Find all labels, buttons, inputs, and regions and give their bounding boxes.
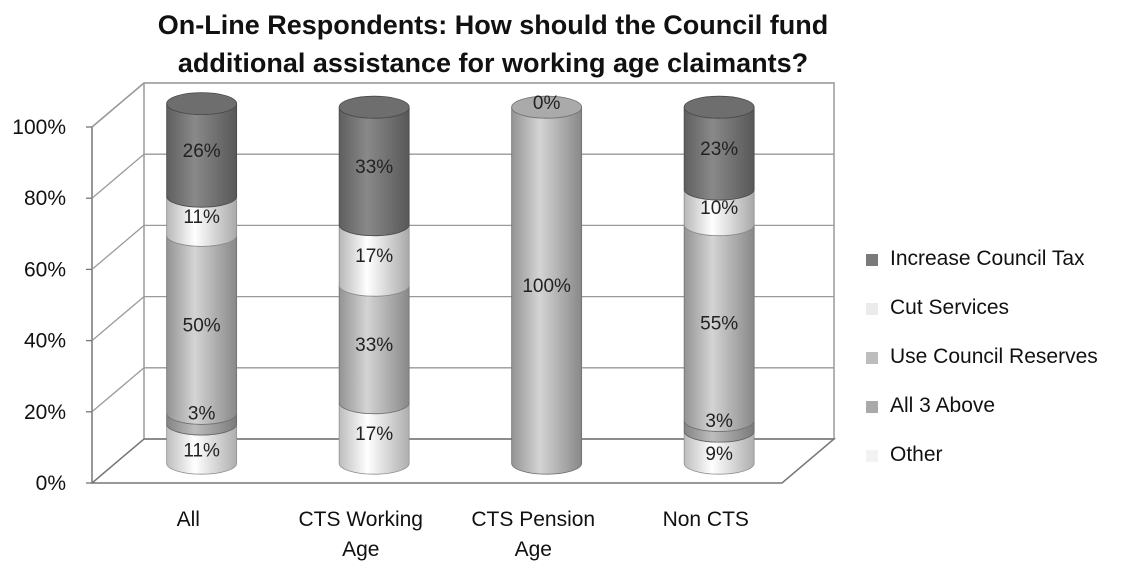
- legend-item: Increase Council Tax: [866, 247, 1085, 270]
- gridline-side: [91, 296, 145, 342]
- data-label: 50%: [183, 315, 221, 336]
- legend-swatch: [866, 450, 878, 462]
- legend-label: Use Council Reserves: [890, 345, 1098, 368]
- legend-swatch: [866, 352, 878, 364]
- legend-item: Other: [866, 443, 943, 466]
- data-label: 10%: [700, 198, 738, 219]
- y-tick-label: 0%: [36, 472, 66, 495]
- legend-label: All 3 Above: [890, 394, 995, 417]
- legend: Increase Council Tax Cut Services Use Coun…: [866, 247, 1098, 466]
- x-category-label: CTS Pension: [471, 508, 595, 531]
- data-label: 11%: [183, 441, 220, 462]
- data-label: 26%: [183, 141, 221, 162]
- legend-item: All 3 Above: [866, 394, 995, 417]
- data-label: 3%: [705, 411, 733, 432]
- legend-item: Use Council Reserves: [866, 345, 1098, 368]
- bar-top: [683, 95, 755, 119]
- data-label: 17%: [355, 424, 393, 445]
- bar-stack: [511, 95, 583, 475]
- data-label: 0%: [533, 93, 561, 114]
- data-label: 3%: [188, 404, 216, 425]
- y-axis-ticks: 0% 20% 40% 60% 80% 100%: [12, 116, 92, 495]
- floor: [89, 438, 837, 484]
- bar-top: [166, 92, 238, 116]
- x-category-label: Age: [515, 538, 552, 561]
- data-label: 55%: [700, 314, 738, 335]
- bar-stack: [338, 95, 410, 475]
- data-label: 17%: [355, 246, 393, 267]
- data-label: 33%: [355, 157, 393, 178]
- bar-stack: [166, 92, 238, 475]
- legend-swatch: [866, 303, 878, 315]
- bar-top: [511, 95, 583, 119]
- chart-title: On-Line Respondents: How should the Coun…: [158, 10, 828, 78]
- gridline-side: [91, 153, 145, 199]
- data-labels: 11% 3% 50% 11% 26% 17% 33% 17% 33% 100% 0% 9% 3% 55% 1…: [183, 93, 739, 465]
- legend-swatch: [866, 254, 878, 266]
- x-category-label: Non CTS: [663, 508, 749, 531]
- data-label: 100%: [522, 276, 571, 297]
- y-tick-label: 80%: [24, 187, 66, 210]
- legend-label: Other: [890, 443, 943, 466]
- legend-swatch: [866, 401, 878, 413]
- y-tick-label: 100%: [12, 116, 66, 139]
- data-label: 33%: [355, 335, 393, 356]
- chart-title-line: On-Line Respondents: How should the Coun…: [158, 10, 828, 40]
- y-tick-label: 20%: [24, 401, 66, 424]
- legend-label: Increase Council Tax: [890, 247, 1085, 270]
- gridline-side: [91, 82, 145, 128]
- y-tick-label: 60%: [24, 258, 66, 281]
- data-label: 23%: [700, 139, 738, 160]
- data-label: 11%: [183, 207, 220, 228]
- legend-label: Cut Services: [890, 296, 1009, 319]
- x-axis-categories: All CTS Working Age CTS Pension Age Non CTS: [177, 508, 749, 561]
- gridline-side: [91, 224, 145, 270]
- legend-item: Cut Services: [866, 296, 1009, 319]
- bar-stack: [683, 95, 755, 475]
- bar-top: [338, 95, 410, 119]
- chart-title-line: additional assistance for working age cl…: [178, 48, 808, 78]
- x-category-label: Age: [342, 538, 379, 561]
- x-category-label: All: [177, 508, 200, 531]
- y-tick-label: 40%: [24, 330, 66, 353]
- gridline-side: [91, 367, 145, 413]
- bars: [166, 92, 755, 475]
- data-label: 9%: [705, 444, 733, 465]
- x-category-label: CTS Working: [299, 508, 423, 531]
